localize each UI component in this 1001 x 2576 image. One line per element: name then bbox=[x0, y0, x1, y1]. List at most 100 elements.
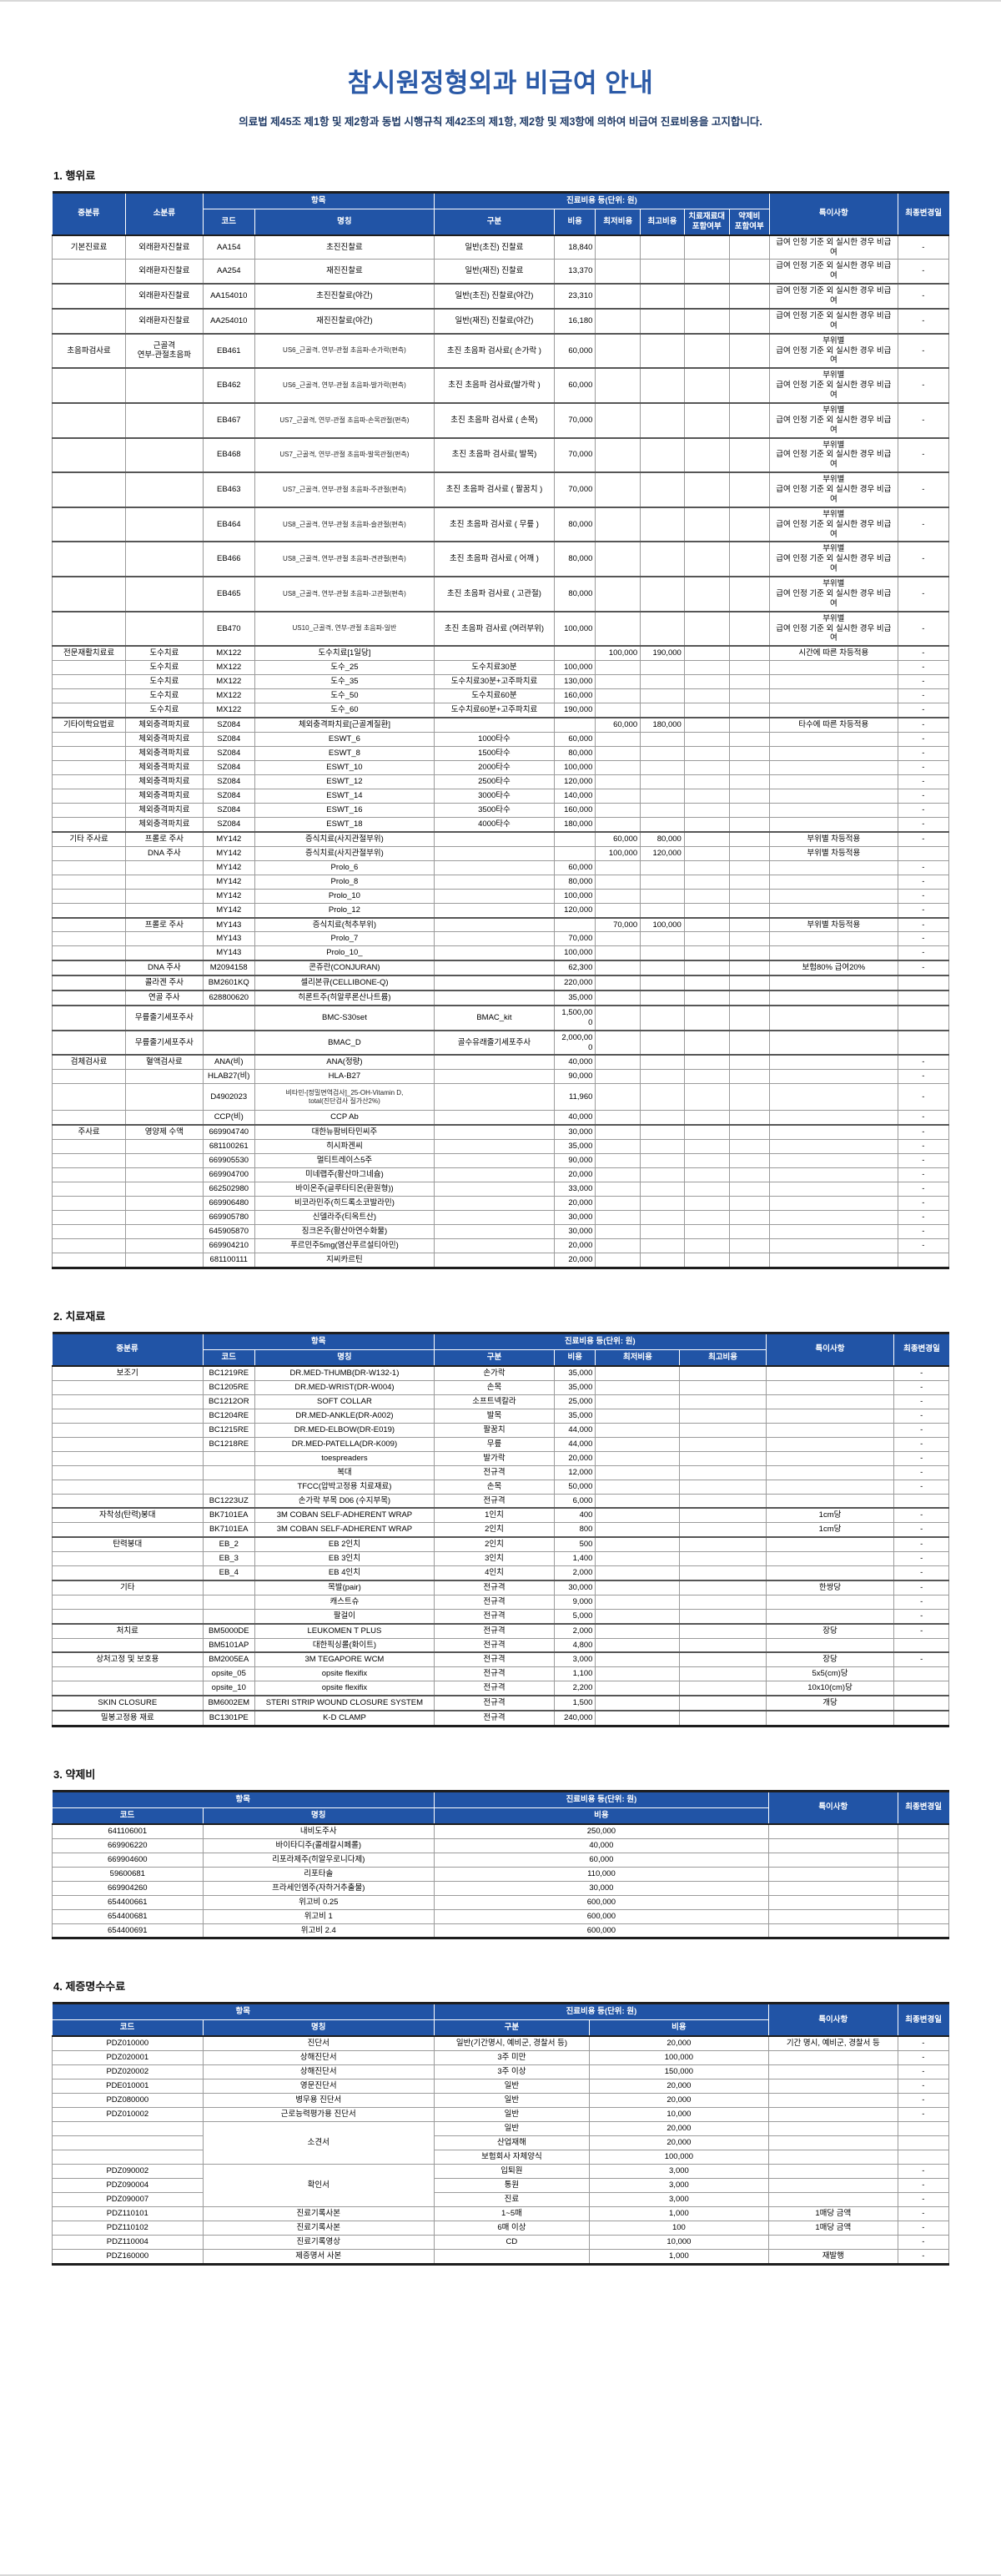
cell: MY143 bbox=[202, 931, 255, 947]
cell: 70,000 bbox=[553, 401, 596, 438]
cell: 62,300 bbox=[553, 960, 596, 976]
cell bbox=[768, 731, 898, 747]
cell bbox=[595, 1365, 681, 1381]
cell: 100,000 bbox=[553, 660, 596, 676]
cell bbox=[640, 1004, 685, 1031]
section-certificate-fees: 4. 제증명수수료 항목 진료비용 등(단위: 원) 특이사항 최종변경일 코드 명칭 구분… bbox=[52, 1978, 950, 2266]
cell bbox=[679, 1651, 767, 1668]
cell: 160,000 bbox=[553, 688, 596, 704]
cell bbox=[433, 860, 555, 875]
cell: - bbox=[897, 2192, 950, 2207]
cell: 초진 초음파 검사료( 발목) bbox=[433, 436, 555, 473]
section-title-certificate-fees: 4. 제증명수수료 bbox=[53, 1980, 126, 1994]
cell bbox=[728, 916, 770, 933]
cell bbox=[125, 401, 204, 438]
cell bbox=[679, 1622, 767, 1639]
cell bbox=[767, 1852, 898, 1868]
cell: 탄력붕대 bbox=[52, 1536, 204, 1553]
cell: ANA(비) bbox=[202, 1054, 255, 1071]
cell: 도수치료60분+고주파치료 bbox=[433, 703, 555, 718]
cell: 외래환자진찰료 bbox=[125, 283, 204, 310]
cell: ESWT_6 bbox=[254, 731, 435, 747]
cell: 60,000 bbox=[553, 731, 596, 747]
cell: US7_근골격, 연부-관절 초음파-주관절(편측) bbox=[254, 471, 435, 508]
cell bbox=[640, 745, 685, 761]
cell: 급여 인정 기준 외 실시한 경우 비급여 bbox=[768, 259, 898, 285]
cell: 일반(재진) 진찰료 bbox=[433, 259, 555, 285]
cell bbox=[893, 1666, 949, 1682]
cell bbox=[125, 576, 204, 612]
cell bbox=[52, 1681, 204, 1696]
cell: 681100111 bbox=[202, 1253, 255, 1268]
cell bbox=[683, 888, 730, 904]
cell bbox=[52, 2135, 204, 2150]
cell: Prolo_6 bbox=[254, 860, 435, 875]
cell bbox=[202, 1029, 255, 1056]
cell: 도수치료 bbox=[125, 660, 204, 676]
cell: - bbox=[897, 541, 950, 577]
cell: 한쌍당 bbox=[765, 1579, 895, 1596]
cell: 100,000 bbox=[553, 888, 596, 904]
cell: 30,000 bbox=[433, 1880, 769, 1896]
cell bbox=[595, 674, 641, 690]
cell bbox=[728, 830, 770, 847]
cell: - bbox=[897, 1210, 950, 1225]
cell: BMAC_D bbox=[254, 1029, 435, 1056]
cell bbox=[683, 674, 730, 690]
table-row: HLAB27(비) HLA-B27 90,000 - bbox=[51, 1069, 950, 1085]
cell: 1,100 bbox=[553, 1666, 596, 1682]
cell: 10,000 bbox=[588, 2107, 769, 2122]
cell bbox=[51, 1253, 127, 1268]
cell bbox=[683, 830, 730, 847]
cell bbox=[595, 1450, 681, 1466]
cell bbox=[640, 1029, 685, 1056]
cell: 도수치료 bbox=[125, 688, 204, 704]
cell: 20,000 bbox=[588, 2093, 769, 2108]
cell: 초진 초음파 검사료 ( 무릎 ) bbox=[433, 506, 555, 542]
cell bbox=[728, 1004, 770, 1031]
cell: 4인치 bbox=[433, 1565, 555, 1581]
column-header: 진료비용 등(단위: 원) bbox=[433, 1333, 767, 1350]
cell bbox=[595, 1709, 681, 1727]
cell: 소프트넥칼라 bbox=[433, 1394, 555, 1409]
cell: 110,000 bbox=[433, 1866, 769, 1882]
cell bbox=[768, 674, 898, 690]
cell: 체외충격파치료 bbox=[125, 759, 204, 775]
cell: MX122 bbox=[202, 688, 255, 704]
cell: - bbox=[897, 731, 950, 747]
cell: SOFT COLLAR bbox=[254, 1394, 435, 1409]
column-header: 비용 bbox=[553, 1348, 596, 1367]
cell: 재진진찰료 bbox=[254, 259, 435, 285]
cell: - bbox=[893, 1565, 949, 1581]
table-row: 초음파검사료 근골격 연부-관절초음파 EB461 US6_근골격, 연부-관절 초음… bbox=[51, 332, 950, 369]
cell: US8_근골격, 연부-관절 초음파-견관절(편측) bbox=[254, 541, 435, 577]
cell bbox=[897, 1823, 950, 1839]
cell bbox=[728, 990, 770, 1006]
cell: - bbox=[897, 860, 950, 875]
table-row: PDZ160000 제증명서 사본 1,000 재발행 - bbox=[52, 2249, 950, 2265]
cell: 80,000 bbox=[640, 830, 685, 847]
cell: 진료기록사본 bbox=[202, 2221, 435, 2236]
table-row: BC1218RE DR.MED-PATELLA(DR-K009) 무릎 44,000 - bbox=[52, 1436, 949, 1452]
cell bbox=[683, 802, 730, 818]
cell: EB464 bbox=[202, 506, 255, 542]
cell: ESWT_8 bbox=[254, 745, 435, 761]
cell bbox=[595, 332, 641, 369]
cell bbox=[728, 860, 770, 875]
page-title: 참시원정형외과 비급여 안내 bbox=[347, 68, 654, 98]
cell bbox=[433, 1196, 555, 1211]
cell bbox=[640, 1196, 685, 1211]
cell bbox=[51, 401, 127, 438]
cell: BM5101AP bbox=[202, 1637, 255, 1653]
cell bbox=[679, 1681, 767, 1696]
cell: 100,000 bbox=[640, 916, 685, 933]
cell: 130,000 bbox=[553, 674, 596, 690]
cell bbox=[765, 1637, 895, 1653]
cell bbox=[728, 975, 770, 991]
cell bbox=[433, 1253, 555, 1268]
cell: MY143 bbox=[202, 916, 255, 933]
cell bbox=[679, 1709, 767, 1727]
cell: AA154 bbox=[202, 234, 255, 260]
cell bbox=[683, 234, 730, 260]
cell: - bbox=[897, 234, 950, 260]
